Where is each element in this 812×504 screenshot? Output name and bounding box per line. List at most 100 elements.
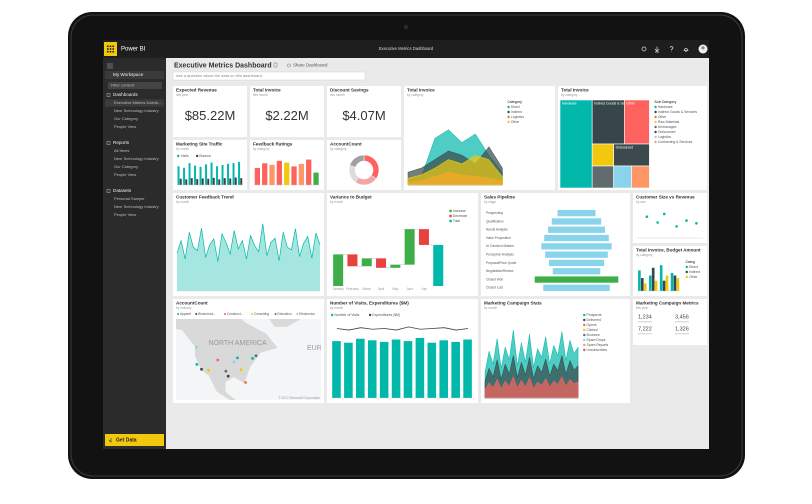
nav-item[interactable]: Personal Sample xyxy=(114,196,145,201)
legend-swatch xyxy=(654,110,657,114)
camera xyxy=(403,24,409,30)
bar xyxy=(356,338,365,398)
tile[interactable] xyxy=(173,193,324,296)
scatter-point xyxy=(675,225,678,228)
get-data-label[interactable]: Get Data xyxy=(116,437,137,443)
legend-label: Hardware xyxy=(658,105,673,109)
workspace[interactable]: My Workspace xyxy=(113,72,144,77)
waterfall-bar xyxy=(404,229,415,265)
nav-item[interactable]: Our Category xyxy=(114,116,138,121)
nav-section[interactable]: Reports xyxy=(113,140,130,145)
metric-value: 1,234 xyxy=(638,314,652,320)
map-point xyxy=(195,362,199,366)
tile[interactable] xyxy=(327,193,478,296)
waterfall-bar xyxy=(418,229,429,245)
legend-swatch xyxy=(654,105,657,109)
filter-box[interactable] xyxy=(108,82,162,89)
help-icon[interactable] xyxy=(669,46,674,53)
bar xyxy=(451,341,460,398)
favorite-icon[interactable] xyxy=(273,62,278,68)
nav-section[interactable]: Datasets xyxy=(113,188,132,193)
download-icon[interactable] xyxy=(654,46,660,53)
map-point xyxy=(232,360,236,364)
kpi-value: $85.22M xyxy=(185,108,236,123)
bar xyxy=(367,340,377,398)
funnel-bar xyxy=(544,234,609,242)
bar xyxy=(306,159,312,185)
get-data-button[interactable] xyxy=(105,434,164,446)
avatar-head xyxy=(701,46,705,50)
tile-title: Sales Pipeline xyxy=(484,195,515,200)
legend-swatch xyxy=(583,313,586,317)
legend-swatch xyxy=(583,338,586,342)
map-label: NORTH AMERICA xyxy=(208,340,267,347)
tile-title: Number of Visits, Expenditures ($M) xyxy=(330,301,409,306)
section-icon xyxy=(106,189,111,193)
share-dashboard[interactable]: Share Dashboard xyxy=(293,63,328,68)
series-area xyxy=(407,154,503,186)
treemap-label: Other xyxy=(626,101,635,105)
legend-label: Electronics xyxy=(299,312,315,316)
funnel-bar xyxy=(545,251,608,258)
treemap-label: Indirect Goods & Services xyxy=(594,101,634,105)
legend-swatch xyxy=(685,270,688,274)
nav-item[interactable]: All Items xyxy=(114,148,129,153)
nav-item[interactable]: People View xyxy=(114,212,136,217)
nav-item[interactable]: New Technology Industry xyxy=(114,156,159,161)
tile[interactable] xyxy=(327,86,401,137)
tile-title: Marketing Campaign Stats xyxy=(484,301,542,306)
funnel-label: Qualification xyxy=(486,219,504,223)
nav-item[interactable]: New Technology Industry xyxy=(114,108,159,113)
legend-swatch xyxy=(368,313,372,317)
bar xyxy=(640,278,644,291)
tile-subtitle: by category xyxy=(636,253,653,257)
notifications-icon[interactable] xyxy=(683,47,689,52)
bar xyxy=(212,177,215,185)
section-icon xyxy=(106,141,111,145)
tile[interactable] xyxy=(250,86,324,137)
bar xyxy=(199,166,202,185)
qna-placeholder[interactable]: Ask a question about the data on this da… xyxy=(176,73,262,78)
bar xyxy=(403,341,413,398)
qna-box[interactable] xyxy=(172,71,366,81)
map-point xyxy=(236,356,239,360)
metric-value: 3,456 xyxy=(675,314,689,320)
tile-subtitle: this year xyxy=(176,93,189,97)
tile-title: Discount Savings xyxy=(330,88,369,93)
bar xyxy=(216,166,219,185)
settings-icon[interactable] xyxy=(641,46,647,52)
menu-icon[interactable] xyxy=(107,63,113,69)
map-land xyxy=(176,319,279,400)
tile-subtitle: this month xyxy=(253,93,268,97)
filter-placeholder[interactable]: Filter content xyxy=(111,83,135,88)
nav-item[interactable]: People View xyxy=(114,124,136,129)
legend-label: Raw Materials xyxy=(658,120,680,124)
workspace-row[interactable] xyxy=(105,71,164,79)
legend-swatch xyxy=(177,154,180,158)
top-bar-icons xyxy=(641,46,689,53)
nav-item[interactable]: Our Category xyxy=(114,164,138,169)
x-tick-label: May xyxy=(392,287,398,291)
treemap-cell xyxy=(591,99,625,145)
bar xyxy=(651,267,655,291)
nav-item[interactable]: Executive Metrics Dashb... xyxy=(114,100,161,105)
bar xyxy=(179,178,182,185)
scatter-point xyxy=(695,221,698,225)
tile[interactable] xyxy=(633,193,707,243)
tile-subtitle: by size xyxy=(636,200,646,204)
bar xyxy=(276,160,283,185)
nav-section[interactable]: Dashboards xyxy=(113,92,138,97)
map-copyright: © 2017 Microsoft Corporation xyxy=(278,396,320,400)
bar xyxy=(427,342,437,398)
tile-subtitle: by month xyxy=(176,200,189,204)
legend-swatch xyxy=(449,209,452,213)
nav-item[interactable]: New Technology Industry xyxy=(114,204,159,209)
bar xyxy=(188,163,191,185)
legend-label: Spam Drops xyxy=(587,338,606,342)
tile[interactable] xyxy=(173,86,247,137)
share-icon xyxy=(287,63,291,68)
treemap-cell xyxy=(591,165,614,189)
legend-swatch xyxy=(583,318,586,322)
nav-item[interactable]: People View xyxy=(114,172,136,177)
map-point xyxy=(226,374,230,378)
